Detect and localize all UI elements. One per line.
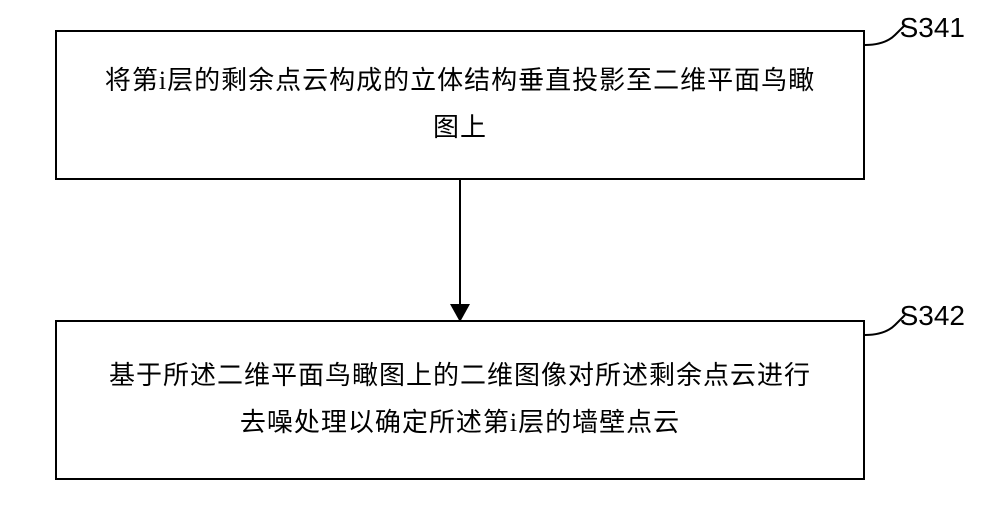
flowchart-container: 将第i层的剩余点云构成的立体结构垂直投影至二维平面鸟瞰图上 S341 基于所述二… [0,0,1000,514]
step-label-2: S342 [900,300,965,332]
flowchart-box-1: 将第i层的剩余点云构成的立体结构垂直投影至二维平面鸟瞰图上 [55,30,865,180]
step-label-1: S341 [900,12,965,44]
flow-arrow [448,180,472,322]
box-1-text: 将第i层的剩余点云构成的立体结构垂直投影至二维平面鸟瞰图上 [97,58,823,152]
box-2-text: 基于所述二维平面鸟瞰图上的二维图像对所述剩余点云进行去噪处理以确定所述第i层的墙… [97,353,823,447]
flowchart-box-2: 基于所述二维平面鸟瞰图上的二维图像对所述剩余点云进行去噪处理以确定所述第i层的墙… [55,320,865,480]
